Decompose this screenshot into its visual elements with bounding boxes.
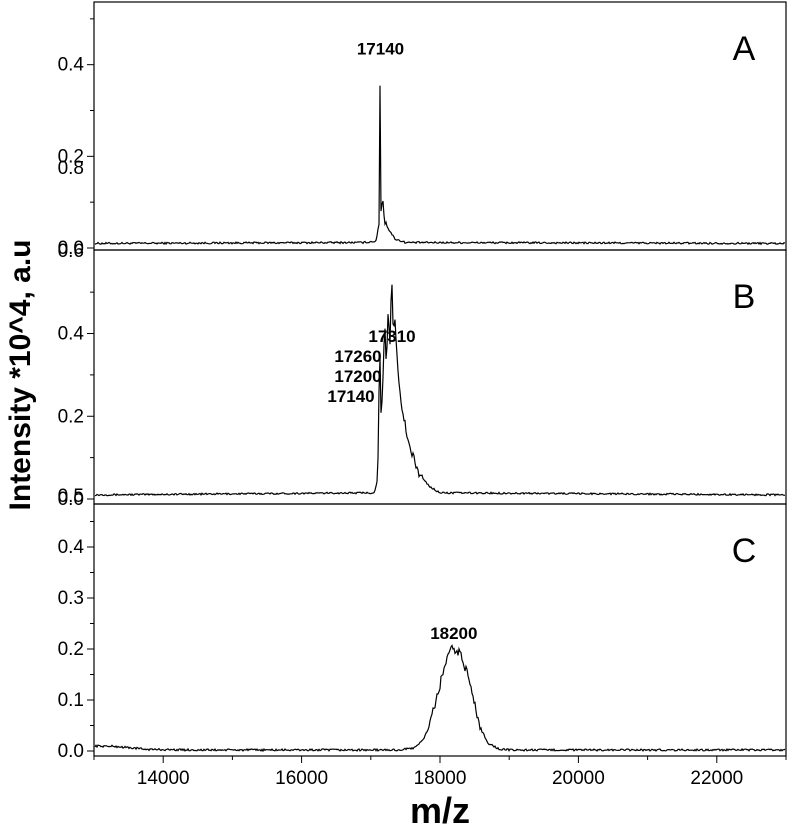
panel-letter: C: [732, 532, 757, 570]
panel-letter: B: [733, 278, 756, 316]
y-tick-label: 0.4: [58, 55, 85, 76]
spectrum-line: [94, 85, 786, 246]
x-tick-label: 22000: [690, 768, 743, 789]
panel-c: 0.0 0.1 0.2 0.3 0.4 0.5 C 18200: [58, 486, 787, 762]
spectrum-line: [94, 284, 786, 497]
peak-label: 17140: [327, 387, 374, 406]
y-tick-label: 0.6: [58, 241, 84, 262]
y-tick-label: 0.4: [58, 537, 85, 558]
y-tick-label: 0.1: [58, 690, 84, 711]
y-tick-label: 0.0: [58, 489, 84, 510]
panel-letter: A: [733, 30, 756, 68]
peak-label: 17310: [368, 327, 415, 346]
y-tick-label: 0.0: [58, 238, 84, 259]
y-tick-label: 0.2: [58, 406, 84, 427]
x-tick-label: 16000: [275, 768, 328, 789]
y-tick-label: 0.8: [58, 158, 84, 179]
x-tick-label: 18000: [414, 768, 467, 789]
y-tick-label: 0.0: [58, 741, 84, 762]
peak-label: 17200: [334, 367, 381, 386]
peak-label: 18200: [430, 624, 477, 643]
y-tick-label: 0.5: [58, 486, 84, 507]
x-axis-title: m/z: [410, 790, 470, 828]
panel-frame: [93, 1, 787, 251]
peak-label: 17260: [334, 347, 381, 366]
y-axis-title: Intensity *10^4, a.u: [4, 240, 37, 511]
x-tick-label: 20000: [552, 768, 605, 789]
spectrum-line: [94, 644, 786, 753]
y-tick-label: 0.4: [58, 324, 85, 345]
y-tick-label: 0.2: [58, 146, 84, 167]
x-tick-label: 14000: [137, 768, 190, 789]
y-tick-label: 0.3: [58, 588, 84, 609]
peak-label: 17140: [357, 40, 404, 59]
panel-frame: [93, 249, 787, 505]
panel-a: 0.00.20.40.60.81.0A17140: [58, 1, 787, 259]
y-tick-label: 0.2: [58, 639, 84, 660]
